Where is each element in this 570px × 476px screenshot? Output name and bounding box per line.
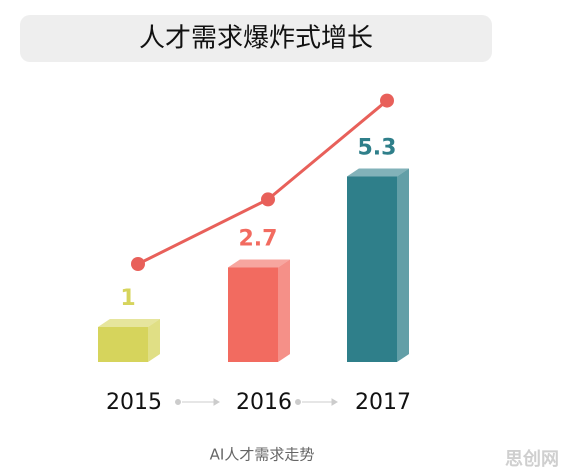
watermark: 思创网 bbox=[505, 448, 559, 470]
bar-top-shade bbox=[98, 319, 160, 327]
bar-side-shade bbox=[397, 168, 409, 362]
year-arrows bbox=[175, 398, 338, 406]
bar-side bbox=[278, 259, 290, 362]
title-box bbox=[20, 15, 492, 62]
bar-side-shade bbox=[278, 259, 290, 362]
bar-side bbox=[397, 168, 409, 362]
bar-front bbox=[228, 267, 278, 362]
bar-side-shade bbox=[148, 319, 160, 362]
value-label: 1 bbox=[120, 286, 135, 311]
bar-top-shade bbox=[228, 259, 290, 268]
bar-side bbox=[148, 319, 160, 362]
x-tick-label: 2017 bbox=[355, 390, 411, 415]
trend-dot bbox=[131, 257, 145, 271]
bar-front bbox=[98, 327, 148, 362]
bar-top bbox=[98, 319, 160, 327]
value-label: 2.7 bbox=[239, 227, 278, 252]
trend-dot bbox=[380, 93, 394, 108]
bar-top bbox=[228, 259, 290, 268]
bar-front bbox=[347, 176, 397, 362]
value-label: 5.3 bbox=[358, 136, 397, 161]
caption: AI人才需求走势 bbox=[210, 446, 315, 464]
trend-dot bbox=[261, 192, 275, 207]
chart-title: 人才需求爆炸式增长 bbox=[139, 24, 373, 54]
bar-top-shade bbox=[347, 168, 409, 177]
bar-top bbox=[347, 168, 409, 177]
x-tick-label: 2016 bbox=[236, 390, 292, 415]
x-tick-label: 2015 bbox=[106, 390, 162, 415]
